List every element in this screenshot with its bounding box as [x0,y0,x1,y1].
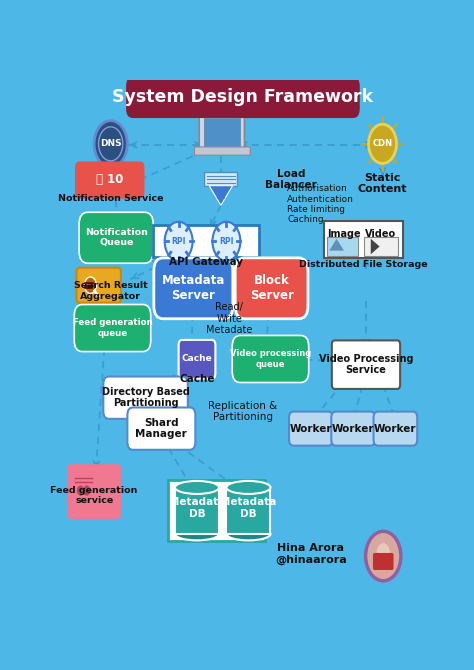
FancyBboxPatch shape [103,377,188,419]
FancyBboxPatch shape [227,488,271,534]
FancyBboxPatch shape [199,112,245,152]
Text: DNS: DNS [100,139,121,148]
Text: Metadata
DB: Metadata DB [169,497,225,519]
FancyBboxPatch shape [204,172,237,186]
Text: Replication &
Partitioning: Replication & Partitioning [208,401,278,422]
Text: CDN: CDN [373,139,392,148]
FancyBboxPatch shape [332,340,400,389]
Circle shape [94,121,127,167]
Text: Image: Image [327,228,361,239]
FancyBboxPatch shape [128,407,195,450]
Circle shape [369,124,396,163]
Text: Video Processing
Service: Video Processing Service [319,354,413,375]
FancyBboxPatch shape [168,480,265,541]
Text: System Design Framework: System Design Framework [112,88,374,106]
Ellipse shape [227,481,271,494]
Text: Notification
Queue: Notification Queue [85,228,147,247]
FancyBboxPatch shape [374,411,417,446]
Text: Notification Service: Notification Service [58,194,164,202]
FancyBboxPatch shape [74,304,151,352]
Circle shape [365,531,401,581]
Text: Read/
Write
Metadate: Read/ Write Metadate [206,302,253,336]
Text: Cache: Cache [179,374,215,384]
Text: Metadata
DB: Metadata DB [220,497,277,519]
Text: RPI: RPI [172,237,186,246]
FancyBboxPatch shape [373,553,393,570]
FancyBboxPatch shape [331,411,375,446]
Text: RPI: RPI [219,237,234,246]
FancyBboxPatch shape [324,221,403,259]
FancyBboxPatch shape [364,237,398,257]
Text: Authorisation
Authentication
Rate limiting
Caching: Authorisation Authentication Rate limiti… [287,184,354,224]
Circle shape [164,222,192,261]
FancyBboxPatch shape [328,237,357,257]
Circle shape [212,222,240,261]
FancyBboxPatch shape [75,161,145,198]
Text: Feed generation
service: Feed generation service [50,486,138,505]
Text: Video: Video [365,228,396,239]
Text: 👥 10: 👥 10 [96,173,124,186]
Circle shape [83,485,91,496]
FancyBboxPatch shape [76,268,121,303]
Text: Shard
Manager: Shard Manager [136,418,187,440]
Text: Hina Arora
@hinaarora: Hina Arora @hinaarora [275,543,347,565]
Text: API Gateway: API Gateway [169,257,243,267]
FancyBboxPatch shape [175,488,219,534]
Text: Metadata
Server: Metadata Server [162,274,225,302]
Text: Video processing
queue: Video processing queue [230,349,311,368]
FancyBboxPatch shape [204,117,240,147]
Circle shape [99,127,123,161]
Ellipse shape [175,527,219,541]
Text: Distributed File Storage: Distributed File Storage [299,260,428,269]
Polygon shape [209,186,233,205]
FancyBboxPatch shape [232,336,309,383]
Text: Cache: Cache [182,354,212,364]
Ellipse shape [175,481,219,494]
Polygon shape [371,239,380,254]
FancyBboxPatch shape [154,258,233,319]
Circle shape [77,485,84,496]
FancyBboxPatch shape [235,258,308,319]
Polygon shape [91,192,98,196]
Text: Worker: Worker [374,423,417,433]
Ellipse shape [227,527,271,541]
Text: Load
Balancer: Load Balancer [265,169,317,190]
Text: Block
Server: Block Server [250,274,293,302]
FancyBboxPatch shape [126,77,360,118]
Polygon shape [329,239,344,251]
Text: Static
Content: Static Content [358,173,407,194]
FancyBboxPatch shape [67,464,121,519]
FancyBboxPatch shape [289,411,333,446]
Text: Search Result
Aggregator: Search Result Aggregator [74,281,147,301]
FancyBboxPatch shape [79,212,153,263]
Text: Feed generation
queue: Feed generation queue [73,318,152,338]
FancyBboxPatch shape [194,147,250,155]
Text: Directory Based
Partitioning: Directory Based Partitioning [101,387,190,409]
Circle shape [377,543,390,561]
Circle shape [84,277,96,293]
FancyBboxPatch shape [179,340,215,379]
FancyBboxPatch shape [153,225,259,257]
Text: Worker: Worker [290,423,332,433]
Text: Worker: Worker [332,423,374,433]
